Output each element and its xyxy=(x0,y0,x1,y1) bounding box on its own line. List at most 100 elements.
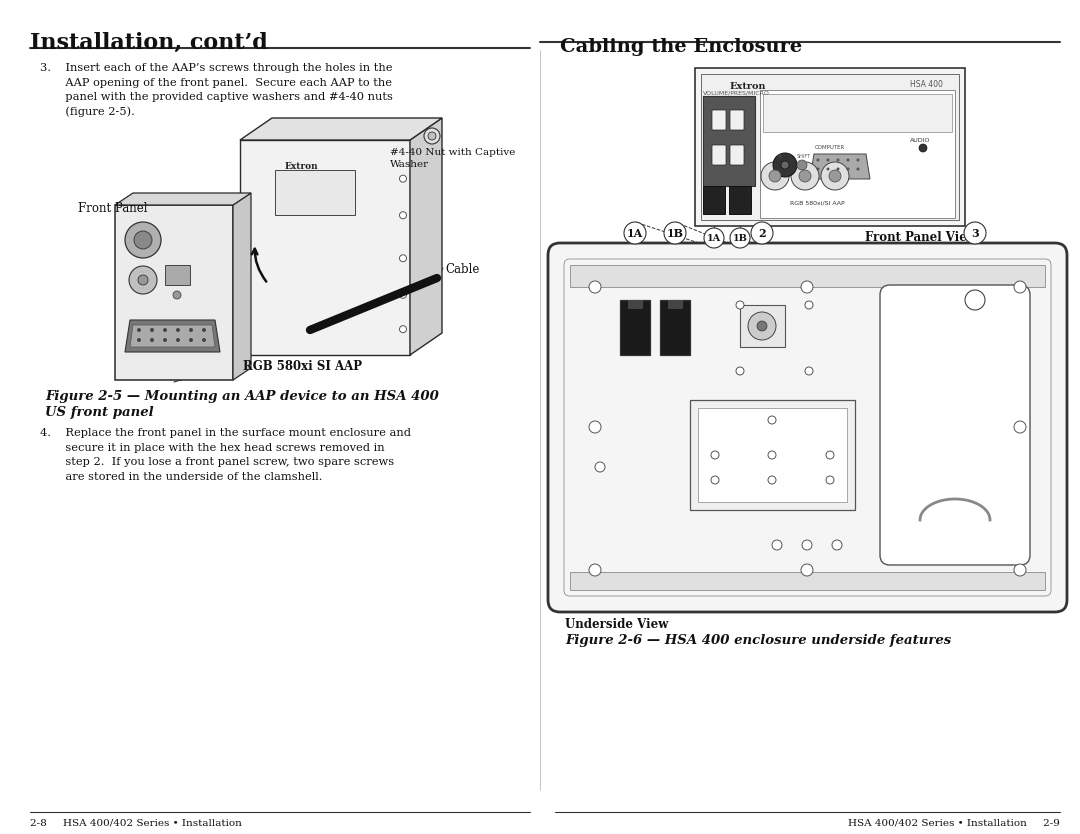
Text: 1B: 1B xyxy=(666,228,684,239)
Polygon shape xyxy=(165,265,190,285)
Circle shape xyxy=(856,168,860,170)
Circle shape xyxy=(772,540,782,550)
FancyBboxPatch shape xyxy=(548,243,1067,612)
Text: secure it in place with the hex head screws removed in: secure it in place with the hex head scr… xyxy=(40,443,384,453)
Text: 2: 2 xyxy=(758,228,766,239)
Circle shape xyxy=(125,222,161,258)
Circle shape xyxy=(847,158,850,162)
Circle shape xyxy=(748,312,777,340)
Polygon shape xyxy=(410,118,442,355)
Polygon shape xyxy=(130,325,215,347)
Circle shape xyxy=(624,222,646,244)
Circle shape xyxy=(704,228,724,248)
Polygon shape xyxy=(660,300,690,355)
Text: SHIFT: SHIFT xyxy=(797,154,811,159)
Circle shape xyxy=(424,128,440,144)
Circle shape xyxy=(791,162,819,190)
Polygon shape xyxy=(233,193,251,380)
Circle shape xyxy=(711,451,719,459)
Circle shape xyxy=(829,170,841,182)
Circle shape xyxy=(826,451,834,459)
Circle shape xyxy=(856,158,860,162)
FancyBboxPatch shape xyxy=(712,145,726,165)
Circle shape xyxy=(163,338,167,342)
Text: RGB 580xi SI AAP: RGB 580xi SI AAP xyxy=(243,360,362,373)
Text: Figure 2-6 — HSA 400 enclosure underside features: Figure 2-6 — HSA 400 enclosure underside… xyxy=(565,634,951,647)
Polygon shape xyxy=(125,320,220,352)
Circle shape xyxy=(189,338,193,342)
Circle shape xyxy=(801,564,813,576)
Circle shape xyxy=(589,281,600,293)
Circle shape xyxy=(176,338,180,342)
Polygon shape xyxy=(570,265,1045,287)
Polygon shape xyxy=(620,300,650,355)
Polygon shape xyxy=(810,154,870,179)
Text: Underside View: Underside View xyxy=(565,618,669,631)
Circle shape xyxy=(966,290,985,310)
Circle shape xyxy=(664,222,686,244)
Text: RGB 580xi/SI AAP: RGB 580xi/SI AAP xyxy=(789,200,845,205)
Polygon shape xyxy=(627,300,642,308)
Circle shape xyxy=(919,144,927,152)
Circle shape xyxy=(137,328,141,332)
Circle shape xyxy=(805,301,813,309)
Text: #4-40 Nut with Captive: #4-40 Nut with Captive xyxy=(390,148,515,157)
Circle shape xyxy=(150,328,154,332)
Circle shape xyxy=(799,170,811,182)
Text: VOLUME/PRES/MICRO: VOLUME/PRES/MICRO xyxy=(703,90,770,95)
Polygon shape xyxy=(240,118,442,140)
Text: 1B: 1B xyxy=(732,234,747,243)
Circle shape xyxy=(816,168,820,170)
Text: 1A: 1A xyxy=(707,234,721,243)
Circle shape xyxy=(781,161,789,169)
Circle shape xyxy=(768,451,777,459)
Text: Figure 2-5 — Mounting an AAP device to an HSA 400: Figure 2-5 — Mounting an AAP device to a… xyxy=(45,390,438,403)
Polygon shape xyxy=(698,408,847,502)
Polygon shape xyxy=(669,300,681,308)
Circle shape xyxy=(768,476,777,484)
Circle shape xyxy=(129,266,157,294)
Polygon shape xyxy=(570,572,1045,590)
Text: panel with the provided captive washers and #4-40 nuts: panel with the provided captive washers … xyxy=(40,92,393,102)
FancyBboxPatch shape xyxy=(275,170,355,215)
Circle shape xyxy=(202,338,206,342)
Circle shape xyxy=(1014,564,1026,576)
Text: Cabling the Enclosure: Cabling the Enclosure xyxy=(561,38,802,56)
Circle shape xyxy=(400,175,406,182)
FancyBboxPatch shape xyxy=(730,110,744,130)
Circle shape xyxy=(964,222,986,244)
FancyBboxPatch shape xyxy=(712,110,726,130)
Circle shape xyxy=(134,231,152,249)
Circle shape xyxy=(802,540,812,550)
FancyBboxPatch shape xyxy=(880,285,1030,565)
Polygon shape xyxy=(703,186,725,214)
Text: 3.    Insert each of the AAP’s screws through the holes in the: 3. Insert each of the AAP’s screws throu… xyxy=(40,63,392,73)
Circle shape xyxy=(173,291,181,299)
Circle shape xyxy=(163,328,167,332)
Circle shape xyxy=(735,367,744,375)
Text: Cable: Cable xyxy=(445,263,480,276)
Text: Front Panel: Front Panel xyxy=(79,202,148,215)
Circle shape xyxy=(400,212,406,219)
Text: Extron: Extron xyxy=(285,162,319,171)
Circle shape xyxy=(150,338,154,342)
Circle shape xyxy=(816,158,820,162)
Circle shape xyxy=(768,416,777,424)
Text: Extron: Extron xyxy=(730,82,767,91)
Circle shape xyxy=(826,476,834,484)
Text: AAP opening of the front panel.  Secure each AAP to the: AAP opening of the front panel. Secure e… xyxy=(40,78,392,88)
Circle shape xyxy=(400,291,406,299)
Polygon shape xyxy=(703,96,755,186)
Circle shape xyxy=(805,367,813,375)
Text: (figure 2-5).: (figure 2-5). xyxy=(40,107,135,117)
Text: 4: 4 xyxy=(778,154,781,159)
Circle shape xyxy=(801,281,813,293)
Text: 1A: 1A xyxy=(626,228,643,239)
Circle shape xyxy=(137,338,141,342)
Circle shape xyxy=(1014,281,1026,293)
Polygon shape xyxy=(740,305,785,347)
Circle shape xyxy=(202,328,206,332)
Circle shape xyxy=(837,168,839,170)
Circle shape xyxy=(595,462,605,472)
Polygon shape xyxy=(690,400,855,510)
